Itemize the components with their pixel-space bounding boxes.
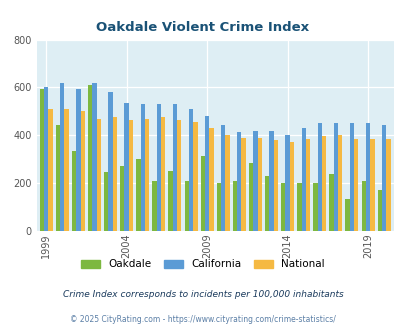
Bar bbox=[237, 132, 241, 231]
Bar bbox=[124, 103, 128, 231]
Bar bbox=[200, 156, 205, 231]
Bar bbox=[269, 131, 273, 231]
Text: Oakdale Violent Crime Index: Oakdale Violent Crime Index bbox=[96, 21, 309, 34]
Bar bbox=[40, 89, 44, 231]
Bar bbox=[128, 120, 133, 231]
Bar bbox=[241, 138, 245, 231]
Bar bbox=[216, 183, 220, 231]
Bar bbox=[280, 183, 285, 231]
Bar bbox=[232, 181, 237, 231]
Bar bbox=[161, 117, 165, 231]
Bar bbox=[328, 174, 333, 231]
Bar bbox=[108, 92, 113, 231]
Bar bbox=[72, 151, 76, 231]
Bar bbox=[184, 181, 188, 231]
Bar bbox=[168, 171, 173, 231]
Bar bbox=[120, 166, 124, 231]
Bar bbox=[76, 89, 80, 231]
Text: © 2025 CityRating.com - https://www.cityrating.com/crime-statistics/: © 2025 CityRating.com - https://www.city… bbox=[70, 315, 335, 324]
Bar bbox=[44, 87, 48, 231]
Bar bbox=[60, 83, 64, 231]
Text: Crime Index corresponds to incidents per 100,000 inhabitants: Crime Index corresponds to incidents per… bbox=[62, 290, 343, 299]
Bar bbox=[104, 172, 108, 231]
Bar bbox=[193, 122, 197, 231]
Bar bbox=[273, 140, 277, 231]
Bar bbox=[337, 135, 341, 231]
Bar bbox=[365, 123, 369, 231]
Bar bbox=[205, 116, 209, 231]
Bar bbox=[48, 109, 53, 231]
Bar bbox=[253, 131, 257, 231]
Bar bbox=[113, 117, 117, 231]
Bar bbox=[188, 109, 193, 231]
Bar bbox=[156, 104, 161, 231]
Bar bbox=[173, 104, 177, 231]
Bar bbox=[317, 123, 321, 231]
Bar bbox=[140, 104, 145, 231]
Bar bbox=[289, 143, 293, 231]
Bar bbox=[321, 137, 326, 231]
Bar bbox=[369, 139, 374, 231]
Bar bbox=[55, 124, 60, 231]
Bar bbox=[333, 123, 337, 231]
Bar bbox=[209, 128, 213, 231]
Legend: Oakdale, California, National: Oakdale, California, National bbox=[77, 255, 328, 274]
Bar bbox=[349, 123, 353, 231]
Bar bbox=[257, 138, 261, 231]
Bar bbox=[296, 183, 301, 231]
Bar bbox=[96, 118, 101, 231]
Bar bbox=[88, 85, 92, 231]
Bar bbox=[264, 176, 269, 231]
Bar bbox=[177, 120, 181, 231]
Bar bbox=[345, 199, 349, 231]
Bar bbox=[220, 124, 225, 231]
Bar bbox=[313, 183, 317, 231]
Bar bbox=[377, 190, 381, 231]
Bar bbox=[145, 118, 149, 231]
Bar bbox=[285, 135, 289, 231]
Bar bbox=[361, 181, 365, 231]
Bar bbox=[301, 128, 305, 231]
Bar bbox=[152, 181, 156, 231]
Bar bbox=[92, 83, 96, 231]
Bar bbox=[80, 112, 85, 231]
Bar bbox=[381, 124, 386, 231]
Bar bbox=[386, 139, 390, 231]
Bar bbox=[305, 139, 309, 231]
Bar bbox=[225, 135, 229, 231]
Bar bbox=[64, 109, 68, 231]
Bar bbox=[136, 159, 140, 231]
Bar bbox=[248, 163, 253, 231]
Bar bbox=[353, 139, 358, 231]
